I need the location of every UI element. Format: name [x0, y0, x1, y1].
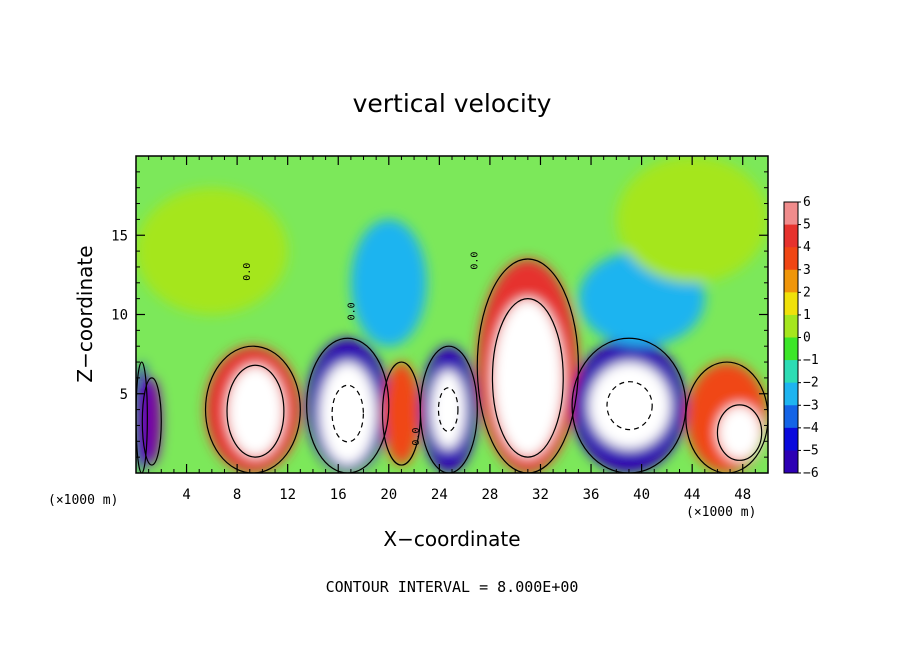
colorbar-label-11: −5 [803, 443, 819, 458]
colorbar-label-9: −3 [803, 398, 819, 413]
velocity-cell-3 [227, 365, 284, 458]
colorbar-label-10: −4 [803, 421, 819, 436]
contour-label-3: 0.0 [242, 263, 253, 281]
colorbar-swatch-10 [784, 427, 798, 451]
colorbar-label-2: 4 [803, 240, 811, 255]
chart-title: vertical velocity [353, 89, 552, 118]
velocity-cell-10 [492, 298, 564, 458]
x-tick-label-16: 16 [330, 487, 347, 503]
colorbar-swatch-6 [784, 337, 798, 361]
x-tick-label-36: 36 [583, 487, 600, 503]
colorbar-label-7: −1 [803, 353, 819, 368]
colorbar-swatch-7 [784, 360, 798, 384]
contour-line-12 [606, 381, 653, 431]
x-tick-label-28: 28 [481, 487, 498, 503]
contour-label-1: 0.0 [469, 252, 480, 270]
contour-line-14 [716, 404, 763, 461]
y-axis-ticks: 5 10 15 [111, 171, 768, 458]
contour-line-3 [226, 364, 285, 458]
colorbar-label-4: 2 [803, 285, 811, 300]
x-tick-label-4: 4 [182, 487, 190, 503]
colorbar-swatch-2 [784, 247, 798, 271]
contour-label-2: 0.0 [411, 428, 422, 446]
colorbar-swatch-8 [784, 382, 798, 406]
colorbar-label-3: 3 [803, 263, 811, 278]
velocity-cell-5 [319, 362, 377, 466]
colorbar-swatch-4 [784, 292, 798, 316]
velocity-cell-8 [430, 369, 466, 450]
colorbar-swatch-9 [784, 405, 798, 429]
contour-line-7 [419, 345, 478, 473]
velocity-cell-6 [382, 362, 421, 466]
colorbar-swatch-0 [784, 202, 798, 226]
colorbar-label-5: 1 [803, 308, 811, 323]
contour-labels: 0.0 0.0 0.0 0.0 [242, 252, 481, 446]
velocity-field [136, 156, 768, 473]
contour-line-8 [437, 387, 459, 432]
y-tick-label-10: 10 [111, 308, 128, 324]
contour-label-0: 0.0 [347, 302, 358, 320]
x-tick-label-44: 44 [684, 487, 701, 503]
colorbar-label-1: 5 [803, 218, 811, 233]
colorbar-swatch-11 [784, 450, 798, 474]
colorbar-swatch-3 [784, 269, 798, 293]
y-axis-label: Z−coordinate [73, 245, 97, 382]
x-tick-label-20: 20 [380, 487, 397, 503]
x-tick-label-12: 12 [279, 487, 296, 503]
contour-line-1 [141, 377, 162, 466]
colorbar-label-0: 6 [803, 195, 811, 210]
colorbar-swatch-1 [784, 224, 798, 248]
x-tick-label-8: 8 [233, 487, 241, 503]
contour-line-10 [491, 298, 564, 458]
y-tick-label-5: 5 [120, 387, 128, 403]
plot-area: 0.0 0.0 0.0 0.0 [135, 155, 769, 474]
colorbar: 6 5 4 3 2 1 0 −1 −2 −3 −4 −5 −6 [783, 195, 819, 481]
velocity-cell-14 [717, 404, 762, 461]
contour-line-2 [204, 345, 301, 473]
x-unit-left: (×1000 m) [48, 493, 118, 508]
x-tick-label-32: 32 [532, 487, 549, 503]
velocity-cell-17 [136, 187, 288, 315]
velocity-cell-12 [588, 362, 671, 450]
contour-line-9 [476, 258, 579, 473]
contour-line-11 [571, 337, 687, 473]
x-tick-label-24: 24 [431, 487, 448, 503]
x-tick-label-48: 48 [734, 487, 751, 503]
x-axis-label: X−coordinate [383, 527, 520, 551]
contour-interval-note: CONTOUR INTERVAL = 8.000E+00 [326, 578, 579, 596]
velocity-cell-15 [350, 219, 427, 347]
colorbar-label-8: −2 [803, 376, 819, 391]
x-unit-right: (×1000 m) [686, 505, 756, 520]
colorbar-label-6: 0 [803, 331, 811, 346]
colorbar-swatch-5 [784, 314, 798, 338]
contour-line-4 [306, 337, 390, 473]
y-tick-label-15: 15 [111, 228, 128, 244]
x-tick-label-40: 40 [633, 487, 650, 503]
x-axis-ticks: 4 8 12 16 20 24 28 32 36 40 44 48 [148, 156, 756, 503]
contour-line-5 [331, 384, 364, 443]
velocity-cell-18 [616, 156, 768, 283]
colorbar-label-12: −6 [803, 466, 819, 481]
